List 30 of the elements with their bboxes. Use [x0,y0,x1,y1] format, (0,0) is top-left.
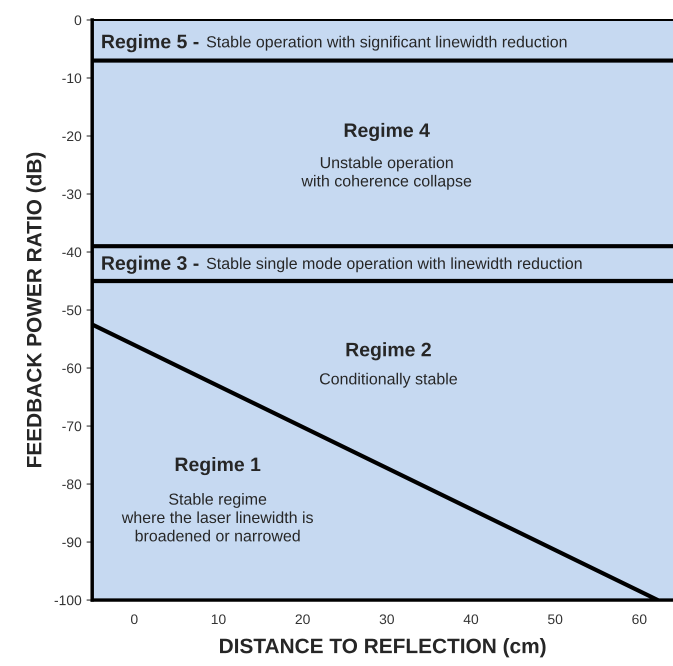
y-tick-label: -50 [62,305,82,316]
annotation: Stable regime where the laser linewidth is broadened or narrowed [122,493,313,542]
annotation: Regime 3 - [102,256,198,274]
x-tick-label: 50 [548,614,562,624]
x-tick-label: 40 [464,614,478,624]
x-tick-label: 0 [130,614,138,624]
x-tick-label: 30 [380,614,394,624]
annotation: Unstable operation with coherence collapse [301,156,472,190]
x-tick-label: 10 [212,614,226,624]
x-axis-title: DISTANCE TO REFLECTION (cm) [220,638,546,658]
annotation: Regime 5 - [102,34,198,52]
y-tick-label: -100 [54,595,82,606]
y-tick-label: -90 [62,537,82,548]
y-tick-label: -60 [62,363,82,374]
annotation: Regime 2 [346,342,431,360]
y-tick-label: -10 [62,73,82,84]
x-tick-label: 20 [296,614,310,624]
annotation: Stable single mode operation with linewidth reduction [206,257,582,272]
y-tick-label: -70 [62,421,82,432]
y-tick-label: -80 [62,479,82,490]
y-tick-label: 0 [74,15,82,26]
annotation: Stable operation with significant linewidth reduction [206,36,566,51]
annotation: Regime 4 [344,122,430,142]
x-tick-label: 60 [632,614,647,624]
annotation: Regime 1 [176,456,260,476]
y-tick-label: -30 [62,189,82,200]
y-axis-title: FEEDBACK POWER RATIO (dB) [26,152,46,467]
y-tick-label: -20 [62,131,82,142]
annotation: Conditionally stable [320,372,457,388]
y-tick-label: -40 [62,247,82,258]
